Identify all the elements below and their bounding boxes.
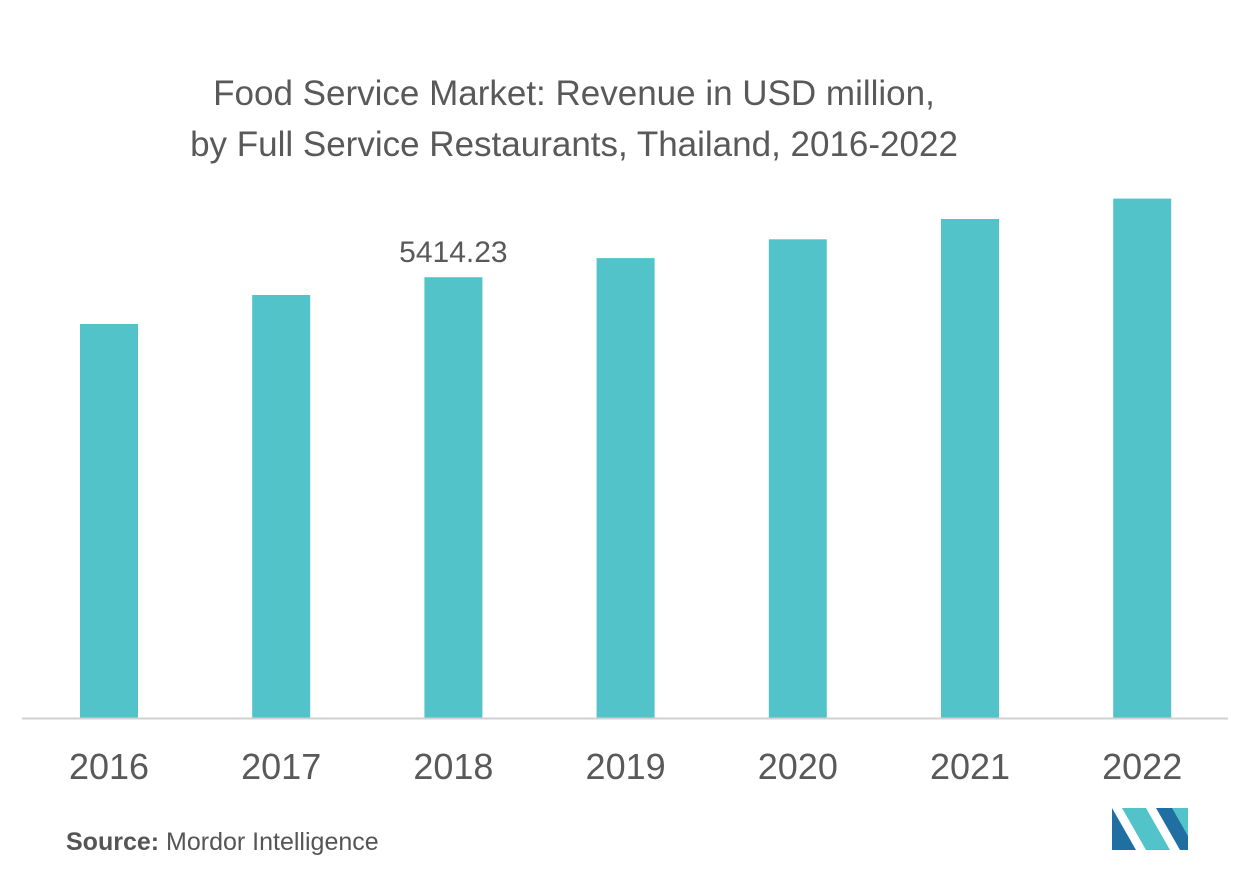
logo-shape-left [1112, 808, 1136, 850]
x-tick-label-2021: 2021 [930, 746, 1010, 787]
bar-2016 [80, 324, 138, 718]
bar-2017 [252, 295, 311, 718]
logo-shape-mid [1122, 808, 1170, 850]
data-label-2018: 5414.23 [399, 236, 507, 269]
chart-title: Food Service Market: Revenue in USD mill… [0, 68, 1148, 170]
logo-shape-right-accent [1172, 808, 1188, 836]
source-text: Mordor Intelligence [166, 828, 379, 856]
x-tick-label-2022: 2022 [1102, 746, 1182, 787]
bar-2020 [768, 239, 827, 719]
x-tick-label-2018: 2018 [413, 746, 493, 787]
x-tick-label-2019: 2019 [586, 746, 666, 787]
source-note: Source: Mordor Intelligence [66, 828, 379, 857]
x-tick-label-2020: 2020 [758, 746, 838, 787]
chart-title-line-1: Food Service Market: Revenue in USD mill… [213, 74, 935, 113]
bar-2019 [596, 258, 655, 718]
bar-2021 [941, 219, 999, 718]
x-tick-label-2017: 2017 [241, 746, 321, 787]
bar-2018 [424, 277, 483, 718]
bar-2022 [1113, 198, 1172, 719]
chart-title-line-2: by Full Service Restaurants, Thailand, 2… [190, 125, 958, 164]
x-tick-label-2016: 2016 [69, 746, 149, 787]
source-label: Source: [66, 828, 160, 856]
mordor-intelligence-logo-icon [1112, 808, 1188, 850]
